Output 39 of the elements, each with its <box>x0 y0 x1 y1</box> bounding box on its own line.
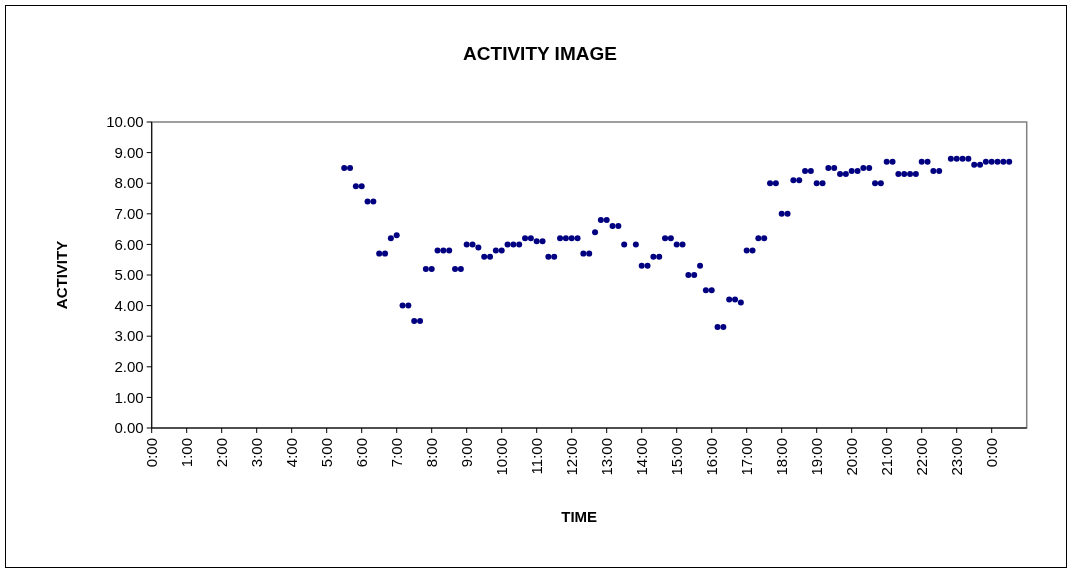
x-tick-label: 17:00 <box>737 438 755 476</box>
y-tick-label: 4.00 <box>114 296 144 314</box>
x-tick-label: 5:00 <box>317 438 335 468</box>
y-tick-label: 10.00 <box>106 113 144 131</box>
x-tick-label: 3:00 <box>247 438 265 468</box>
x-tick-label: 6:00 <box>352 438 370 468</box>
x-tick-label: 10:00 <box>492 438 510 476</box>
x-tick-label: 4:00 <box>282 438 300 468</box>
y-tick-label: 6.00 <box>114 235 144 253</box>
y-tick-label: 9.00 <box>114 143 144 161</box>
x-tick-label: 15:00 <box>667 438 685 476</box>
chart-title: ACTIVITY IMAGE <box>463 43 617 64</box>
x-tick-label: 2:00 <box>212 438 230 468</box>
x-tick-label: 11:00 <box>527 438 545 475</box>
x-tick-label: 20:00 <box>842 438 860 476</box>
y-tick-label: 5.00 <box>114 266 144 284</box>
x-tick-label: 14:00 <box>632 438 650 476</box>
y-tick-label: 3.00 <box>114 327 144 345</box>
x-axis-title: TIME <box>561 508 598 525</box>
x-tick-label: 16:00 <box>702 438 720 476</box>
x-tick-label: 22:00 <box>912 438 930 476</box>
x-tick-label: 8:00 <box>422 438 440 468</box>
x-tick-label: 0:00 <box>142 438 160 468</box>
x-tick-label: 0:00 <box>982 438 1000 468</box>
x-tick-label: 21:00 <box>877 438 895 476</box>
y-tick-label: 0.00 <box>114 419 144 437</box>
x-tick-label: 18:00 <box>772 438 790 476</box>
x-tick-label: 12:00 <box>562 438 580 476</box>
y-tick-label: 1.00 <box>114 388 144 406</box>
x-tick-label: 9:00 <box>457 438 475 468</box>
x-tick-label: 1:00 <box>177 438 195 468</box>
y-axis-title: ACTIVITY <box>53 240 70 310</box>
x-tick-label: 7:00 <box>387 438 405 468</box>
x-tick-label: 23:00 <box>947 438 965 476</box>
x-tick-label: 19:00 <box>807 438 825 476</box>
y-tick-label: 7.00 <box>114 205 144 223</box>
y-tick-label: 8.00 <box>114 174 144 192</box>
x-tick-label: 13:00 <box>597 438 615 476</box>
y-tick-label: 2.00 <box>114 358 144 376</box>
